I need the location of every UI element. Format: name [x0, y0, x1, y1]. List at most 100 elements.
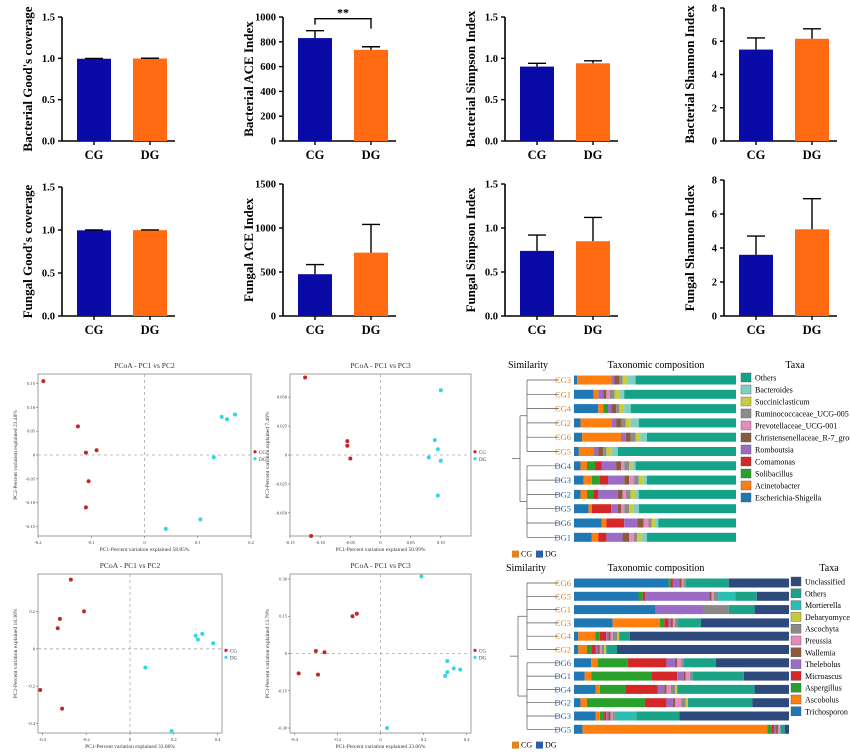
- bar-segment: [617, 631, 620, 641]
- bar-segment: [643, 518, 649, 528]
- bar-segment: [711, 591, 714, 601]
- y-tick-label: 6: [712, 37, 717, 48]
- y-tick-label: 0.0: [485, 137, 498, 148]
- y-tick-label: -0.025: [275, 481, 287, 486]
- sample-label: DG6: [554, 518, 571, 528]
- bar-segment: [598, 489, 618, 499]
- legend-swatch: [740, 396, 752, 407]
- x-tick-label: CG: [528, 148, 547, 162]
- bar-segment: [643, 475, 647, 485]
- bar-segment: [612, 711, 615, 721]
- sample-label: DG4: [554, 461, 571, 471]
- bar-segment: [624, 518, 638, 528]
- legend-label: Romboutsia: [755, 446, 794, 455]
- point-dg: [143, 665, 148, 670]
- bar-segment: [622, 375, 628, 385]
- bar-segment: [625, 418, 631, 428]
- sample-label: DG4: [554, 684, 571, 694]
- sample-label: DG6: [554, 658, 571, 668]
- y-tick-label: 1.0: [42, 226, 55, 237]
- y-axis-label: PC3-Percent variation explained 7.46%: [265, 411, 271, 498]
- bar-segment: [664, 684, 667, 694]
- stacked-bar-chart-taxa-fun: Similarity Taxonomic composition Taxa CG6 CG…: [506, 563, 850, 750]
- bar-segment: [672, 618, 676, 628]
- bar-segment: [703, 605, 729, 615]
- legend-label: Ruminococcaceae_UCG-005: [755, 410, 849, 419]
- bar-segment: [574, 645, 579, 654]
- bar-segment: [679, 578, 682, 588]
- bar-segment: [657, 684, 665, 694]
- bar-segment: [586, 698, 645, 708]
- point-dg: [200, 631, 205, 636]
- sample-label: DG5: [554, 504, 571, 514]
- point-cg: [38, 687, 43, 692]
- bar-segment: [597, 645, 600, 654]
- bar-segment: [591, 671, 652, 681]
- bar-cg: [298, 38, 332, 141]
- bar-segment: [679, 711, 789, 721]
- bar-segment: [617, 504, 621, 514]
- sample-label: CG5: [555, 447, 571, 457]
- bar-segment: [601, 645, 605, 654]
- chart-title: PCoA - PC1 vs PC3: [350, 361, 411, 370]
- bar-segment: [619, 375, 623, 385]
- legend-swatch: [740, 384, 752, 395]
- point-cg: [60, 706, 65, 711]
- x-tick-label: -0.4: [291, 737, 299, 742]
- legend-swatch: [790, 588, 802, 598]
- x-tick-label: -0.2: [334, 737, 341, 742]
- y-tick-label: 1.0: [485, 54, 498, 65]
- bar-segment: [651, 518, 655, 528]
- legend-label: Unclassified: [805, 578, 845, 587]
- bar-segment: [635, 461, 736, 471]
- header-similarity: Similarity: [508, 360, 548, 371]
- sample-label: CG4: [555, 404, 572, 414]
- bar-segment: [630, 489, 636, 499]
- legend-swatch: [790, 612, 802, 622]
- point-cg: [82, 609, 86, 614]
- legend-label: Acinetobacter: [755, 482, 800, 491]
- bar-segment: [574, 591, 639, 601]
- legend-label: Ascochyta: [805, 625, 839, 634]
- legend-label: DG: [479, 656, 487, 661]
- bar-segment: [681, 658, 684, 668]
- y-axis-label: Fungal Simpson Index: [463, 187, 478, 312]
- bar-segment: [591, 504, 612, 514]
- header-composition: Taxonomic composition: [608, 360, 705, 371]
- y-tick-label: 0.30: [279, 576, 288, 581]
- bar-segment: [574, 518, 602, 528]
- y-tick-label: 0.05: [27, 429, 36, 434]
- bar-segment: [683, 578, 686, 588]
- bar-segment: [692, 671, 744, 681]
- bar-dg: [133, 58, 167, 141]
- legend-swatch: [790, 624, 802, 634]
- point-cg: [57, 616, 62, 621]
- bar-segment: [625, 684, 658, 694]
- y-tick-label: 0.5: [485, 95, 498, 106]
- x-tick-label: 0.4: [215, 737, 221, 742]
- point-dg: [198, 517, 203, 522]
- bar-segment: [612, 618, 660, 628]
- legend-swatch: [790, 659, 802, 669]
- bar-segment: [754, 605, 789, 615]
- bar-chart-bac-simpson: 0.0 0.5 1.0 1.5 Bacterial Simpson Index CG DG: [463, 10, 618, 162]
- y-tick-label: 1.5: [42, 13, 55, 24]
- bar-segment: [675, 658, 678, 668]
- bar-segment: [606, 532, 623, 542]
- x-axis-label: PC1-Percent variation explained 58.85%: [100, 547, 190, 553]
- legend-swatch: [740, 492, 752, 503]
- bar-segment: [604, 711, 607, 721]
- bar-dg: [795, 229, 829, 316]
- y-tick-label: 1000: [255, 13, 276, 24]
- bar-segment: [715, 658, 789, 668]
- bar-segment: [599, 711, 605, 721]
- bar-segment: [735, 591, 757, 601]
- legend-label: CG: [259, 451, 266, 456]
- bar-segment: [644, 698, 667, 708]
- bar-segment: [681, 698, 686, 708]
- legend-marker-cg: [473, 648, 477, 652]
- bar-segment: [598, 404, 604, 414]
- legend-label: Christensenellaceae_R-7_group: [755, 434, 850, 443]
- x-tick-label: DG: [584, 323, 603, 337]
- bar-segment: [630, 418, 639, 428]
